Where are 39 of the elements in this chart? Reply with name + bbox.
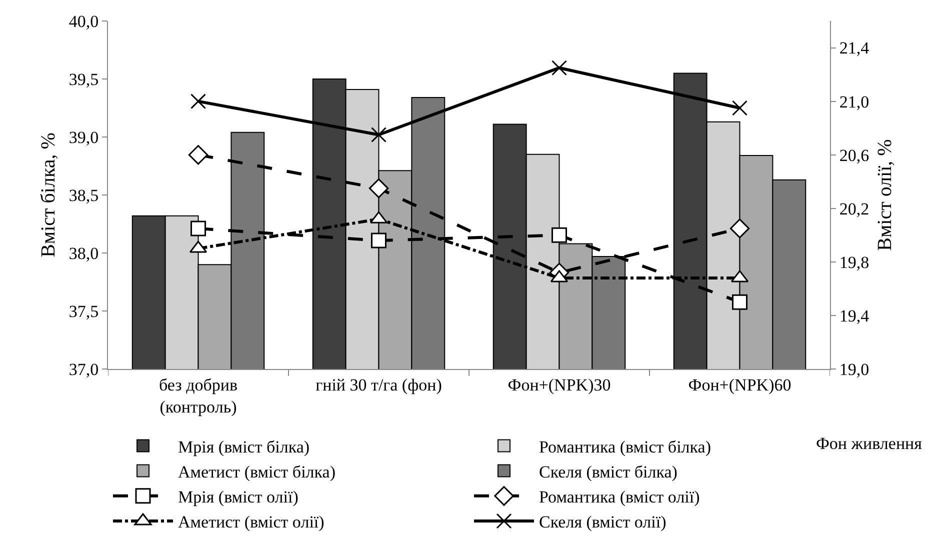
legend-label: Скеля (вміст олії)	[539, 512, 666, 532]
legend-label: Скеля (вміст білка)	[539, 462, 678, 482]
point	[730, 218, 750, 238]
legend-label: Романтика (вміст білка)	[539, 437, 711, 456]
x-axis-title: Фон живлення	[816, 434, 922, 453]
legend-label: Романтика (вміст олії)	[539, 488, 700, 507]
y2-tick-label: 21,0	[839, 92, 870, 112]
point	[190, 220, 206, 236]
legend-label: Мрія (вміст білка)	[178, 437, 310, 456]
point	[552, 60, 567, 76]
y2-tick-label: 20,2	[839, 199, 870, 218]
y-tick-label: 37,0	[68, 360, 99, 379]
y-tick-label: 40,0	[68, 12, 99, 31]
y-tick-label: 39,0	[68, 128, 99, 147]
point	[371, 232, 386, 248]
x-tick-label: гній 30 т/га (фон)	[316, 375, 442, 394]
x-tick-label: Фон+(NPK)30	[508, 375, 611, 394]
y-tick-label: 39,5	[68, 70, 99, 89]
point	[552, 227, 567, 243]
y-tick-label: 38,5	[68, 186, 99, 205]
x-tick-label: без добрив (контроль)	[158, 375, 238, 416]
y2-tick-label: 19,8	[839, 252, 870, 272]
point	[371, 127, 386, 143]
point	[732, 100, 748, 116]
legend-label: Аметист (вміст білка)	[178, 462, 336, 482]
point	[368, 178, 389, 198]
y2-axis-title: Вміст олії, %	[874, 139, 896, 251]
y-axis-title: Вміст білка, %	[37, 132, 60, 258]
y2-tick-label: 21,4	[839, 38, 870, 58]
legend-label: Мрія (вміст олії)	[178, 488, 298, 507]
y2-tick-label: 19,0	[839, 360, 870, 379]
point	[732, 294, 748, 310]
y2-tick-label: 20,6	[839, 146, 870, 165]
legend-label: Аметист (вміст олії)	[178, 512, 324, 532]
y-tick-label: 37,5	[68, 302, 99, 321]
y2-tick-label: 19,4	[839, 306, 870, 326]
x-tick-label: Фон+(NPK)60	[688, 375, 792, 394]
y-tick-label: 38,0	[68, 244, 99, 263]
point	[190, 94, 206, 110]
